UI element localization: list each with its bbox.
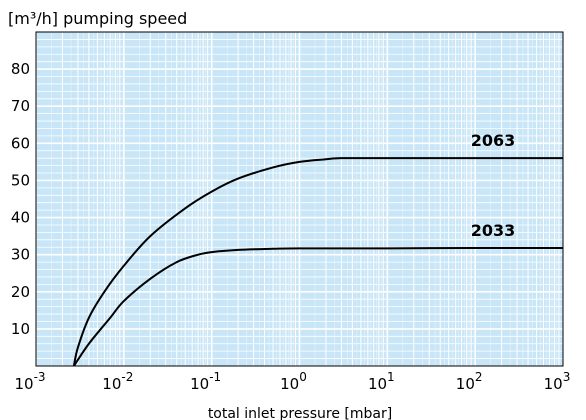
x-tick-label: 10-3 [14,370,45,393]
x-tick-label: 101 [368,370,395,393]
y-tick-label: 20 [11,283,30,301]
series-label-2063: 2063 [471,131,516,150]
x-tick-label: 102 [456,370,483,393]
series-line-2063 [72,157,563,367]
series-line-2033 [73,246,564,367]
y-tick-label: 50 [11,171,30,189]
y-tick-label: 30 [11,246,30,264]
y-axis-label: [m³/h] pumping speed [8,9,187,28]
y-tick-label: 60 [11,134,30,152]
x-tick-label: 10-1 [190,370,221,393]
series-lines [72,157,564,367]
x-tick-label: 103 [544,370,571,393]
x-tick-label: 10-2 [102,370,133,393]
y-tick-labels: 10 20 30 40 50 60 70 80 [11,60,30,338]
y-tick-label: 40 [11,209,30,227]
y-tick-label: 10 [11,320,30,338]
plot-border [35,31,564,367]
series-labels: 2063 2033 [471,131,516,240]
x-tick-label: 100 [280,370,307,393]
y-tick-label: 80 [11,60,30,78]
y-tick-label: 70 [11,97,30,115]
grid-lines [35,32,563,366]
x-axis-label: total inlet pressure [mbar] [208,406,392,420]
x-tick-labels: 10-3 10-2 10-1 100 101 102 103 [14,370,570,393]
series-label-2033: 2033 [471,221,516,240]
